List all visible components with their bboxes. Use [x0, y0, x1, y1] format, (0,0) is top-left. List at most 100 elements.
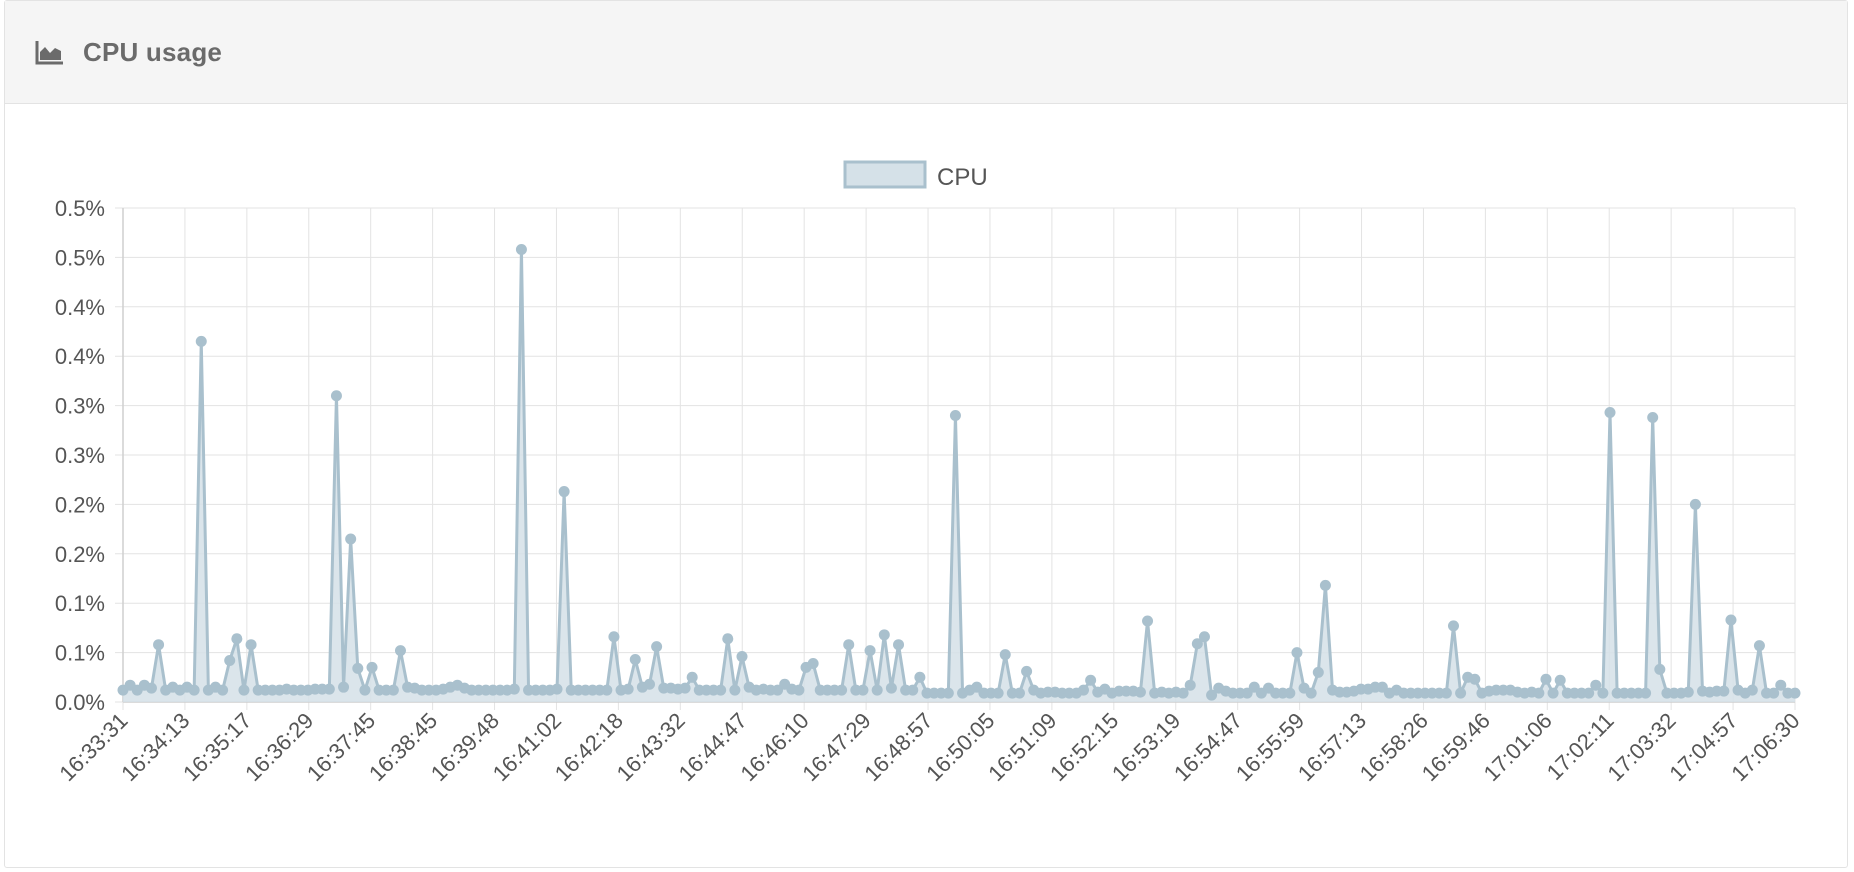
- panel-header: CPU usage: [5, 1, 1847, 104]
- data-point: [145, 682, 157, 694]
- data-point: [729, 684, 741, 696]
- data-point: [1312, 666, 1324, 678]
- series-points: [117, 244, 1801, 701]
- data-point: [1718, 685, 1730, 697]
- data-point: [1013, 687, 1025, 699]
- data-point: [1305, 687, 1317, 699]
- y-tick-label: 0.1%: [55, 591, 105, 616]
- data-point: [864, 645, 876, 657]
- data-point: [551, 683, 563, 695]
- data-point: [992, 687, 1004, 699]
- data-point: [1447, 620, 1459, 632]
- data-point: [515, 244, 527, 255]
- data-point: [1533, 687, 1545, 699]
- data-point: [1753, 640, 1765, 652]
- y-tick-label: 0.4%: [55, 295, 105, 320]
- data-point: [679, 682, 691, 694]
- data-point: [878, 629, 890, 641]
- data-point: [558, 486, 570, 498]
- data-point: [644, 678, 655, 690]
- data-point: [1085, 674, 1097, 686]
- data-point: [622, 683, 634, 695]
- data-point: [1291, 647, 1303, 659]
- data-point: [1284, 687, 1296, 699]
- data-point: [1604, 407, 1616, 419]
- y-tick-label: 0.2%: [55, 542, 105, 567]
- legend-label: CPU: [937, 164, 988, 191]
- data-point: [224, 655, 236, 666]
- y-tick-label: 0.5%: [55, 196, 105, 221]
- legend: CPU: [843, 160, 988, 191]
- data-point: [195, 335, 207, 347]
- data-point: [387, 684, 399, 696]
- data-point: [843, 639, 855, 651]
- data-point: [1768, 687, 1780, 699]
- data-point: [1725, 614, 1737, 626]
- data-point: [508, 683, 520, 695]
- data-point: [345, 533, 357, 545]
- data-point: [722, 633, 734, 645]
- cpu-usage-panel: CPU usage: [4, 0, 1848, 868]
- data-point: [871, 684, 883, 696]
- data-point: [914, 671, 926, 683]
- data-point: [1789, 687, 1801, 699]
- panel-title: CPU usage: [83, 36, 223, 67]
- data-point: [1746, 684, 1758, 696]
- data-point: [907, 684, 919, 696]
- data-point: [188, 684, 200, 696]
- data-point: [1554, 674, 1566, 686]
- data-point: [736, 651, 748, 663]
- data-point: [330, 390, 342, 402]
- data-point: [893, 639, 905, 651]
- data-point: [793, 684, 805, 696]
- data-point: [857, 684, 869, 696]
- data-point: [1583, 687, 1595, 699]
- data-point: [1134, 686, 1146, 698]
- data-point: [1647, 411, 1659, 423]
- data-point: [885, 682, 897, 694]
- data-point: [1184, 679, 1196, 691]
- data-point: [1540, 673, 1552, 685]
- data-point: [1319, 579, 1331, 591]
- data-point: [999, 649, 1011, 661]
- data-point: [608, 631, 620, 643]
- data-point: [1547, 687, 1559, 699]
- data-point: [651, 641, 663, 653]
- data-point: [686, 671, 698, 683]
- data-point: [1191, 638, 1203, 650]
- y-tick-label: 0.2%: [55, 492, 105, 517]
- data-point: [1206, 689, 1218, 701]
- series-area: [123, 249, 1795, 702]
- data-point: [1640, 687, 1652, 699]
- data-point: [231, 633, 243, 645]
- data-point: [715, 684, 727, 696]
- data-point: [949, 409, 961, 421]
- y-tick-label: 0.5%: [55, 245, 105, 270]
- data-point: [352, 662, 364, 674]
- data-point: [1682, 686, 1694, 698]
- data-point: [807, 657, 819, 669]
- data-point: [366, 661, 378, 673]
- data-point: [359, 684, 371, 696]
- y-tick-label: 0.3%: [55, 394, 105, 419]
- data-point: [394, 645, 406, 657]
- data-point: [153, 639, 165, 651]
- data-point: [245, 639, 257, 651]
- data-point: [1142, 615, 1154, 627]
- data-point: [1590, 679, 1602, 691]
- data-point: [1455, 687, 1467, 699]
- data-point: [323, 683, 335, 695]
- area-chart-icon: [35, 39, 65, 65]
- data-point: [1597, 687, 1609, 699]
- data-point: [1654, 663, 1666, 675]
- data-point: [629, 654, 641, 666]
- y-tick-label: 0.4%: [55, 344, 105, 369]
- data-point: [1440, 687, 1452, 699]
- data-point: [836, 684, 848, 696]
- x-tick-label: 17:01:06: [1479, 708, 1557, 786]
- data-point: [1078, 684, 1090, 696]
- data-point: [238, 684, 250, 696]
- x-tick-label: 17:06:30: [1726, 708, 1804, 786]
- data-point: [1689, 498, 1701, 510]
